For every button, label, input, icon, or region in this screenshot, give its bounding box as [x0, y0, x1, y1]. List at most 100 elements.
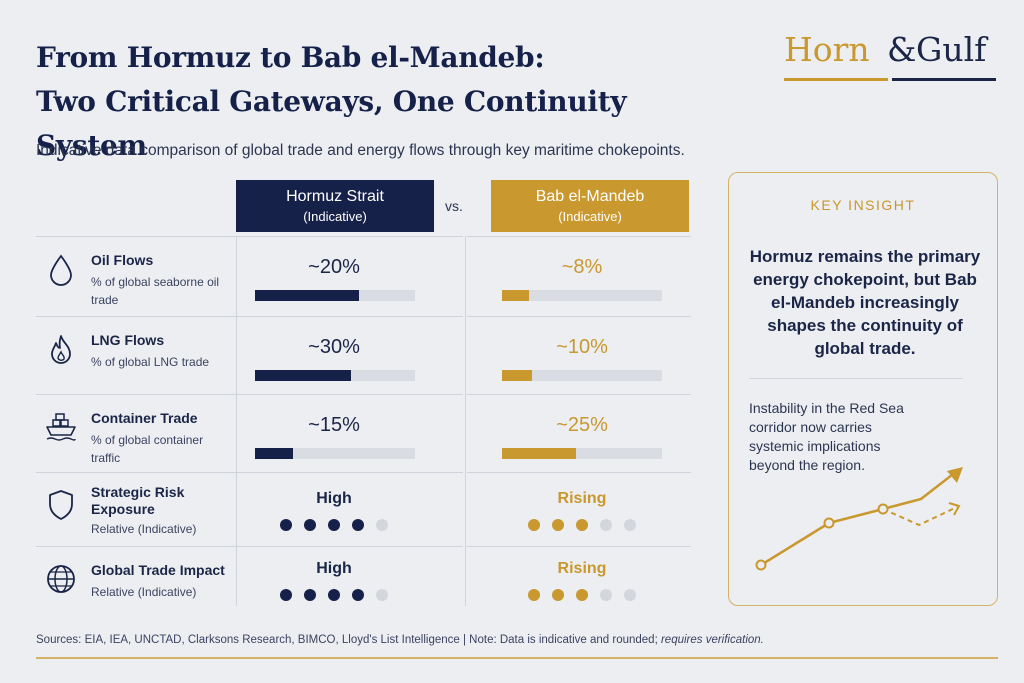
drop-icon	[50, 254, 72, 286]
bab-rating-dots	[502, 588, 662, 602]
row-label: Container Trade	[91, 410, 198, 426]
bab-rating-dots	[502, 518, 662, 532]
row-divider	[467, 472, 691, 473]
title-line-2: Two Critical Gateways, One Continuity Sy…	[36, 85, 627, 162]
page-subtitle: Indicative data comparison of global tra…	[36, 142, 685, 159]
rating-dot-empty	[376, 589, 388, 601]
column-header-bab-note: (Indicative)	[558, 209, 622, 224]
key-insight-body: Instability in the Red Sea corridor now …	[749, 400, 904, 473]
ship-icon	[46, 413, 76, 441]
hormuz-value: ~30%	[308, 336, 360, 358]
footer-sources: Sources: EIA, IEA, UNCTAD, Clarksons Res…	[36, 634, 764, 646]
hormuz-value: ~15%	[308, 414, 360, 436]
hormuz-level: High	[316, 560, 352, 577]
bab-level: Rising	[557, 560, 607, 577]
rating-dot-filled	[280, 589, 292, 601]
rating-dot-filled	[576, 589, 588, 601]
row-divider	[467, 546, 691, 547]
bab-bar-fill	[502, 370, 533, 381]
footer-sources-text: Sources: EIA, IEA, UNCTAD, Clarksons Res…	[36, 634, 658, 646]
hormuz-bar-fill	[255, 370, 351, 381]
bab-bar-fill	[502, 448, 576, 459]
row-description: % of global LNG trade	[91, 355, 210, 369]
rating-dot-empty	[624, 519, 636, 531]
rating-dot-filled	[352, 519, 364, 531]
row-description: Relative (Indicative)	[91, 585, 197, 599]
rating-dot-filled	[528, 589, 540, 601]
rating-dot-filled	[328, 519, 340, 531]
row-description: Relative (Indicative)	[91, 522, 197, 536]
hormuz-bar-fill	[255, 290, 359, 301]
column-header-hormuz: Hormuz Strait (Indicative)	[236, 180, 434, 232]
row-divider	[36, 546, 463, 547]
rating-dot-empty	[600, 589, 612, 601]
key-insight-text: Hormuz remains the primary energy chokep…	[749, 247, 981, 358]
trend-arrow-icon	[755, 467, 963, 571]
hormuz-level: High	[316, 490, 352, 507]
row-label: LNG Flows	[91, 332, 165, 348]
row-divider	[467, 394, 691, 395]
bab-value: ~10%	[556, 336, 608, 358]
footer-verification-note: requires verification.	[660, 634, 764, 646]
table-divider	[236, 236, 237, 606]
rating-dot-filled	[528, 519, 540, 531]
logo-underline-gold	[784, 78, 888, 81]
column-header-bab: Bab el-Mandeb (Indicative)	[491, 180, 689, 232]
row-divider	[36, 236, 463, 237]
table-row-lng-flows: LNG Flows % of global LNG trade ~30% ~10…	[36, 318, 696, 396]
rating-dot-filled	[552, 589, 564, 601]
row-label: Strategic Risk Exposure	[91, 484, 185, 517]
hormuz-bar	[255, 370, 415, 381]
hormuz-bar	[255, 448, 415, 459]
footer-rule	[36, 657, 998, 659]
bab-value: ~8%	[561, 256, 603, 278]
panel-divider	[749, 378, 963, 379]
bab-level: Rising	[557, 490, 607, 507]
row-label: Global Trade Impact	[91, 562, 225, 578]
bab-value: ~25%	[556, 414, 608, 436]
rating-dot-filled	[280, 519, 292, 531]
hormuz-bar	[255, 290, 415, 301]
rating-dot-empty	[624, 589, 636, 601]
rating-dot-filled	[352, 589, 364, 601]
bab-bar	[502, 370, 662, 381]
row-divider	[467, 316, 691, 317]
row-divider	[36, 472, 463, 473]
brand-logo: Horn & Gulf	[784, 30, 996, 86]
rating-dot-empty	[600, 519, 612, 531]
column-header-hormuz-note: (Indicative)	[303, 209, 367, 224]
bab-bar	[502, 448, 662, 459]
rating-dot-filled	[304, 519, 316, 531]
shield-icon	[49, 490, 73, 520]
globe-icon	[47, 565, 75, 593]
bab-bar-fill	[502, 290, 530, 301]
column-header-hormuz-name: Hormuz Strait	[286, 188, 384, 205]
row-label: Oil Flows	[91, 252, 154, 268]
hormuz-rating-dots	[254, 518, 414, 532]
key-insight-heading: KEY INSIGHT	[810, 197, 916, 213]
rating-dot-filled	[328, 589, 340, 601]
bab-bar	[502, 290, 662, 301]
logo-ampersand: &	[887, 30, 917, 69]
logo-underline-navy	[892, 78, 996, 81]
rating-dot-filled	[576, 519, 588, 531]
logo-word-gulf: Gulf	[916, 30, 987, 69]
row-description: % of global container traffic	[91, 433, 204, 465]
hormuz-bar-fill	[255, 448, 294, 459]
versus-label: vs.	[445, 198, 463, 214]
table-row-strategic-risk: Strategic Risk Exposure Relative (Indica…	[36, 474, 696, 552]
row-divider	[36, 316, 463, 317]
rating-dot-filled	[552, 519, 564, 531]
row-divider	[467, 236, 691, 237]
rating-dot-empty	[376, 519, 388, 531]
row-divider	[36, 394, 463, 395]
key-insight-panel: KEY INSIGHT Hormuz remains the primary e…	[728, 172, 998, 606]
hormuz-rating-dots	[254, 588, 414, 602]
column-header-bab-name: Bab el-Mandeb	[535, 188, 645, 205]
page-title: From Hormuz to Bab el-Mandeb: Two Critic…	[36, 36, 736, 168]
table-row-global-trade-impact: Global Trade Impact Relative (Indicative…	[36, 548, 696, 626]
title-line-1: From Hormuz to Bab el-Mandeb:	[36, 41, 545, 74]
logo-word-horn: Horn	[784, 30, 870, 69]
table-row-oil-flows: Oil Flows % of global seaborne oil trade…	[36, 238, 696, 316]
rating-dot-filled	[304, 589, 316, 601]
